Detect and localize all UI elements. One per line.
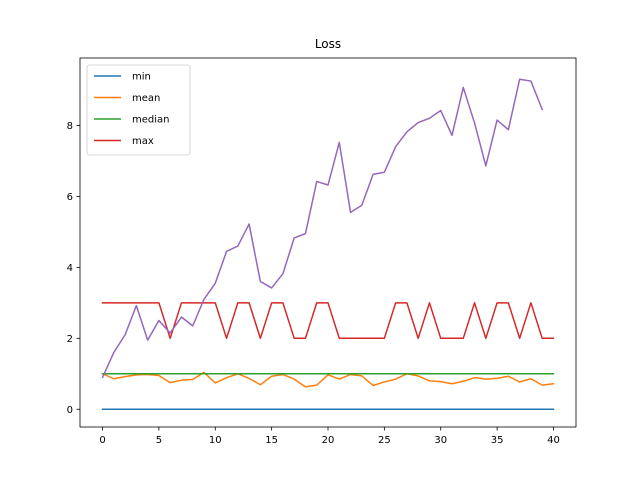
chart-title: Loss: [315, 37, 341, 51]
y-tick-label: 4: [67, 263, 73, 274]
x-tick-label: 40: [547, 435, 560, 446]
x-tick-label: 15: [265, 435, 278, 446]
x-tick-label: 5: [156, 435, 162, 446]
x-tick-label: 10: [209, 435, 222, 446]
x-tick-label: 30: [434, 435, 447, 446]
series-layer: [101, 78, 555, 411]
x-axis: 0 5 10 15 20 25 30 35 40: [99, 427, 560, 446]
x-tick-label: 20: [322, 435, 335, 446]
legend-label-median: median: [132, 115, 170, 126]
legend-label-mean: mean: [132, 93, 160, 104]
series-line-max: [101, 302, 555, 340]
y-tick-label: 0: [67, 405, 73, 416]
legend-label-max: max: [132, 136, 154, 147]
y-axis: 0 2 4 6 8: [67, 121, 80, 416]
y-tick-label: 2: [67, 334, 73, 345]
x-tick-label: 35: [491, 435, 504, 446]
legend-box: [86, 64, 191, 156]
legend-label-min: min: [132, 72, 151, 83]
series-line-mean: [101, 371, 555, 388]
x-tick-label: 0: [99, 435, 105, 446]
series-line-series-5: [101, 78, 544, 379]
x-tick-label: 25: [378, 435, 391, 446]
legend: min mean median max: [86, 64, 191, 156]
y-tick-label: 8: [67, 121, 73, 132]
y-tick-label: 6: [67, 192, 73, 203]
